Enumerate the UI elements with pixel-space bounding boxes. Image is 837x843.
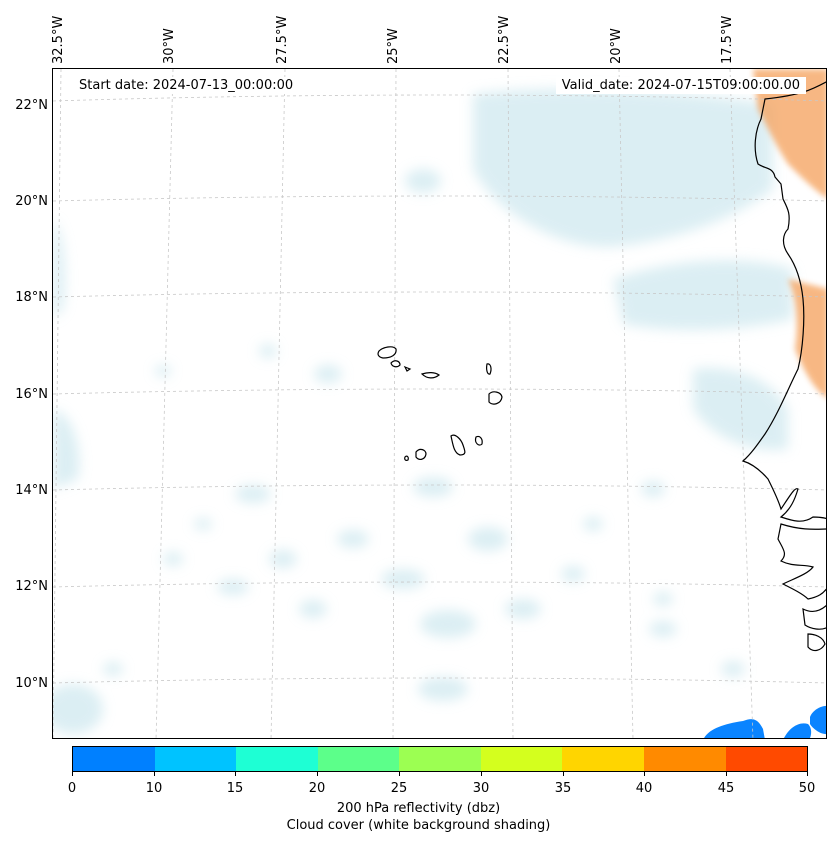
colorbar-tick-label: 50 bbox=[798, 781, 816, 796]
island-boa-vista bbox=[488, 391, 503, 405]
colorbar-swatch-2 bbox=[236, 747, 318, 771]
lat-label-22n: 22°N bbox=[15, 98, 48, 113]
island-santiago bbox=[450, 434, 466, 456]
colorbar-tick-label: 10 bbox=[145, 781, 163, 796]
island-maio bbox=[474, 435, 483, 446]
colorbar-tickmark bbox=[644, 772, 645, 776]
reflectivity-patches bbox=[704, 705, 826, 738]
lat-label-10n: 10°N bbox=[15, 676, 48, 691]
lon-label-17-5w: 17.5°W bbox=[720, 15, 735, 64]
colorbar-tickmark bbox=[235, 772, 236, 776]
island-sao-nicolau bbox=[420, 372, 440, 379]
graticule bbox=[53, 69, 826, 738]
map-canvas bbox=[53, 69, 826, 738]
start-date-label: Start date: 2024-07-13_00:00:00 bbox=[73, 77, 300, 94]
lon-label-22-5w: 22.5°W bbox=[497, 15, 512, 64]
lon-label-27-5w: 27.5°W bbox=[275, 15, 290, 64]
cloud-cover-layer bbox=[53, 88, 793, 734]
land-reflectivity-layer bbox=[753, 69, 826, 398]
colorbar bbox=[72, 746, 808, 772]
island-santo-antao bbox=[377, 346, 397, 359]
lat-label-12n: 12°N bbox=[15, 579, 48, 594]
colorbar-tick-label: 25 bbox=[390, 781, 408, 796]
colorbar-tickmark bbox=[726, 772, 727, 776]
colorbar-swatch-7 bbox=[643, 747, 726, 771]
colorbar-tick-label: 30 bbox=[472, 781, 490, 796]
colorbar-subtitle: Cloud cover (white background shading) bbox=[286, 818, 551, 833]
colorbar-tick-label: 15 bbox=[226, 781, 244, 796]
island-santa-luzia bbox=[403, 365, 412, 372]
lat-label-14n: 14°N bbox=[15, 483, 48, 498]
lat-label-16n: 16°N bbox=[15, 387, 48, 402]
island-brava bbox=[404, 455, 409, 461]
colorbar-tickmark bbox=[563, 772, 564, 776]
cape-verde-islands bbox=[377, 346, 503, 461]
lon-label-25w: 25°W bbox=[386, 28, 401, 64]
island-sao-vicente bbox=[390, 360, 401, 368]
colorbar-tickmark bbox=[154, 772, 155, 776]
colorbar-tickmark bbox=[317, 772, 318, 776]
lon-label-32-5w: 32.5°W bbox=[51, 15, 66, 64]
lat-label-18n: 18°N bbox=[15, 290, 48, 305]
colorbar-swatch-5 bbox=[480, 747, 563, 771]
map-panel[interactable]: Start date: 2024-07-13_00:00:00 Valid_da… bbox=[52, 68, 827, 739]
colorbar-title: 200 hPa reflectivity (dbz) bbox=[336, 801, 501, 816]
colorbar-tickmark bbox=[72, 772, 73, 776]
island-sal bbox=[486, 363, 492, 375]
coastline bbox=[741, 81, 826, 652]
colorbar-tick-label: 0 bbox=[67, 781, 77, 796]
colorbar-tick-label: 20 bbox=[308, 781, 326, 796]
colorbar-swatch-0 bbox=[73, 747, 155, 771]
colorbar-swatch-4 bbox=[399, 747, 481, 771]
lat-label-20n: 20°N bbox=[15, 194, 48, 209]
colorbar-tick-label: 45 bbox=[717, 781, 735, 796]
lon-label-30w: 30°W bbox=[162, 28, 177, 64]
colorbar-swatch-6 bbox=[562, 747, 644, 771]
colorbar-swatch-1 bbox=[154, 747, 237, 771]
colorbar-tickmark bbox=[807, 772, 808, 776]
colorbar-tickmark bbox=[399, 772, 400, 776]
colorbar-swatch-8 bbox=[725, 747, 808, 771]
colorbar-swatch-3 bbox=[317, 747, 400, 771]
colorbar-tick-label: 40 bbox=[635, 781, 653, 796]
lon-label-20w: 20°W bbox=[609, 28, 624, 64]
colorbar-tick-label: 35 bbox=[554, 781, 572, 796]
island-fogo bbox=[415, 448, 427, 460]
colorbar-tickmark bbox=[481, 772, 482, 776]
valid-date-label: Valid_date: 2024-07-15T09:00:00.00 bbox=[555, 77, 806, 94]
